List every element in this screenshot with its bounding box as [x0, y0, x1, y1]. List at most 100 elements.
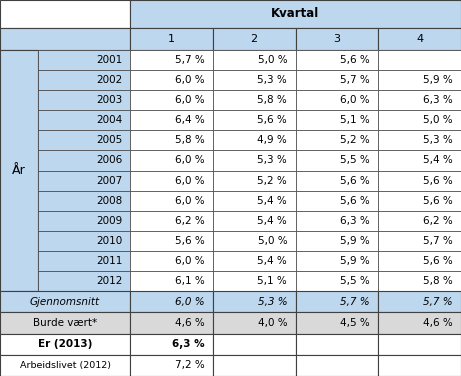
- Text: 2009: 2009: [96, 216, 123, 226]
- Bar: [296, 50, 378, 70]
- Text: 6,0 %: 6,0 %: [175, 75, 205, 85]
- Bar: [130, 70, 213, 90]
- Bar: [38, 191, 130, 211]
- Bar: [213, 70, 296, 90]
- Text: 5,4 %: 5,4 %: [423, 155, 453, 165]
- Text: 6,0 %: 6,0 %: [340, 95, 370, 105]
- Text: 5,3 %: 5,3 %: [258, 155, 287, 165]
- Bar: [213, 334, 296, 355]
- Bar: [38, 171, 130, 191]
- Bar: [130, 312, 213, 334]
- Text: 5,3 %: 5,3 %: [258, 297, 287, 307]
- Text: 6,2 %: 6,2 %: [175, 216, 205, 226]
- Text: 2004: 2004: [96, 115, 123, 125]
- Bar: [213, 231, 296, 251]
- Bar: [38, 271, 130, 291]
- Bar: [378, 291, 461, 312]
- Text: 5,7 %: 5,7 %: [423, 236, 453, 246]
- Bar: [296, 211, 378, 231]
- Bar: [130, 50, 213, 70]
- Text: 5,7 %: 5,7 %: [423, 297, 453, 307]
- Bar: [296, 70, 378, 90]
- Text: 6,0 %: 6,0 %: [175, 196, 205, 206]
- Bar: [38, 211, 130, 231]
- Text: 5,6 %: 5,6 %: [340, 55, 370, 65]
- Text: 5,3 %: 5,3 %: [258, 75, 287, 85]
- Text: 2005: 2005: [96, 135, 123, 146]
- Text: 2012: 2012: [96, 276, 123, 286]
- Bar: [213, 191, 296, 211]
- Text: 5,0 %: 5,0 %: [258, 55, 287, 65]
- Bar: [213, 251, 296, 271]
- Bar: [38, 50, 130, 70]
- Bar: [296, 271, 378, 291]
- Text: 4,6 %: 4,6 %: [423, 318, 453, 328]
- Text: 5,2 %: 5,2 %: [340, 135, 370, 146]
- Bar: [38, 90, 130, 110]
- Text: 2006: 2006: [96, 155, 123, 165]
- Bar: [378, 130, 461, 150]
- Text: 6,3 %: 6,3 %: [423, 95, 453, 105]
- Bar: [378, 90, 461, 110]
- Text: Er (2013): Er (2013): [38, 339, 92, 349]
- Bar: [296, 171, 378, 191]
- Bar: [130, 150, 213, 171]
- Bar: [38, 130, 130, 150]
- Bar: [296, 312, 378, 334]
- Bar: [378, 70, 461, 90]
- Bar: [130, 291, 213, 312]
- Bar: [38, 110, 130, 130]
- Bar: [213, 110, 296, 130]
- Text: 6,3 %: 6,3 %: [172, 339, 205, 349]
- Text: 6,4 %: 6,4 %: [175, 115, 205, 125]
- Bar: [378, 171, 461, 191]
- Bar: [213, 50, 296, 70]
- Bar: [378, 27, 461, 50]
- Text: 5,6 %: 5,6 %: [423, 256, 453, 266]
- Bar: [378, 251, 461, 271]
- Bar: [296, 191, 378, 211]
- Text: 5,3 %: 5,3 %: [423, 135, 453, 146]
- Bar: [213, 312, 296, 334]
- Bar: [296, 130, 378, 150]
- Bar: [213, 271, 296, 291]
- Text: Burde vært*: Burde vært*: [33, 318, 97, 328]
- Text: 2010: 2010: [96, 236, 123, 246]
- Text: 5,6 %: 5,6 %: [340, 176, 370, 186]
- Bar: [378, 211, 461, 231]
- Text: 5,6 %: 5,6 %: [423, 176, 453, 186]
- Bar: [378, 191, 461, 211]
- Text: 5,6 %: 5,6 %: [175, 236, 205, 246]
- Text: 2007: 2007: [96, 176, 123, 186]
- Bar: [130, 251, 213, 271]
- Text: 2: 2: [251, 34, 258, 44]
- Bar: [296, 27, 378, 50]
- Text: 5,8 %: 5,8 %: [175, 135, 205, 146]
- Text: År: År: [12, 164, 26, 177]
- Bar: [130, 171, 213, 191]
- Bar: [378, 334, 461, 355]
- Text: 5,8 %: 5,8 %: [258, 95, 287, 105]
- Text: 5,9 %: 5,9 %: [340, 256, 370, 266]
- Text: Gjennomsnitt: Gjennomsnitt: [30, 297, 100, 307]
- Bar: [38, 231, 130, 251]
- Text: 4,5 %: 4,5 %: [340, 318, 370, 328]
- Text: 5,4 %: 5,4 %: [258, 196, 287, 206]
- Bar: [130, 0, 461, 27]
- Bar: [0, 50, 38, 291]
- Bar: [130, 130, 213, 150]
- Text: 1: 1: [168, 34, 175, 44]
- Text: 5,6 %: 5,6 %: [340, 196, 370, 206]
- Bar: [378, 271, 461, 291]
- Text: 5,7 %: 5,7 %: [175, 55, 205, 65]
- Text: 2003: 2003: [96, 95, 123, 105]
- Bar: [213, 211, 296, 231]
- Text: 4,0 %: 4,0 %: [258, 318, 287, 328]
- Bar: [0, 334, 130, 355]
- Bar: [296, 90, 378, 110]
- Bar: [38, 251, 130, 271]
- Bar: [296, 110, 378, 130]
- Text: 2011: 2011: [96, 256, 123, 266]
- Bar: [130, 27, 213, 50]
- Bar: [296, 355, 378, 376]
